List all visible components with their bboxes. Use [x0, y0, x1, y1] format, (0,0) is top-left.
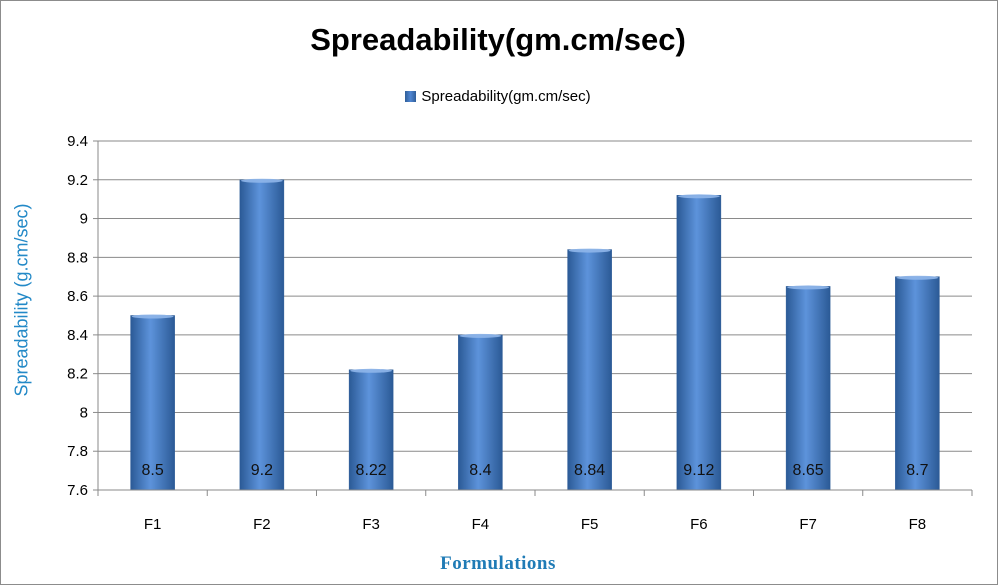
bar [895, 276, 940, 491]
chart-title: Spreadability(gm.cm/sec) [310, 22, 686, 57]
data-label: 8.7 [906, 462, 928, 479]
data-label: 8.84 [574, 462, 605, 479]
data-label: 8.4 [469, 462, 491, 479]
x-axis-title: Formulations [440, 553, 556, 574]
x-tick-label: F6 [690, 516, 708, 533]
axes: 7.6 7.8 8 8.2 8.4 8.6 8.8 9 9.2 9.4 F1 F2 F3 F4 F5 F6 F7… [67, 133, 973, 533]
y-tick-label: 7.8 [67, 443, 88, 460]
x-tick-label: F5 [581, 516, 599, 533]
y-tick-label: 8 [80, 404, 88, 421]
data-label: 8.22 [356, 462, 387, 479]
data-label: 8.5 [142, 462, 164, 479]
legend-label: Spreadability(gm.cm/sec) [421, 88, 591, 105]
x-tick-label: F3 [362, 516, 380, 533]
y-tick-label: 9.2 [67, 172, 88, 189]
data-label: 8.65 [793, 462, 824, 479]
y-tick-label: 8.6 [67, 288, 88, 305]
x-tick-label: F7 [799, 516, 817, 533]
y-tick-label: 8.8 [67, 249, 88, 266]
y-tick-label: 7.6 [67, 482, 88, 499]
y-tick-label: 8.2 [67, 366, 88, 383]
bar [458, 334, 503, 491]
bar-top-highlight [131, 314, 174, 319]
bar [130, 315, 175, 491]
x-tick-label: F2 [253, 516, 271, 533]
x-tick-label: F8 [909, 516, 927, 533]
bar [676, 195, 722, 491]
bar [785, 286, 831, 491]
bar [348, 369, 394, 491]
chart-legend: Spreadability(gm.cm/sec) [0, 88, 996, 105]
bar-top-highlight [240, 178, 283, 183]
data-label: 9.2 [251, 462, 273, 479]
x-tick-label: F1 [144, 516, 162, 533]
bar [239, 179, 285, 491]
bar-top-highlight [568, 248, 611, 253]
bar-top-highlight [787, 285, 830, 290]
bar-top-highlight [459, 333, 502, 338]
x-tick-label: F4 [472, 516, 490, 533]
bar [567, 249, 612, 491]
bar-top-highlight [350, 368, 393, 373]
bar-top-highlight [677, 194, 720, 199]
legend-swatch [405, 91, 417, 102]
y-tick-label: 9 [80, 211, 88, 228]
grid-lines [98, 140, 972, 491]
data-label: 9.12 [683, 462, 714, 479]
data-labels: 8.5 9.2 8.22 8.4 8.84 9.12 8.65 8.7 [142, 462, 929, 479]
y-tick-label: 8.4 [67, 327, 88, 344]
bar-top-highlight [896, 275, 939, 280]
y-tick-label: 9.4 [67, 133, 88, 150]
bars [130, 178, 940, 491]
